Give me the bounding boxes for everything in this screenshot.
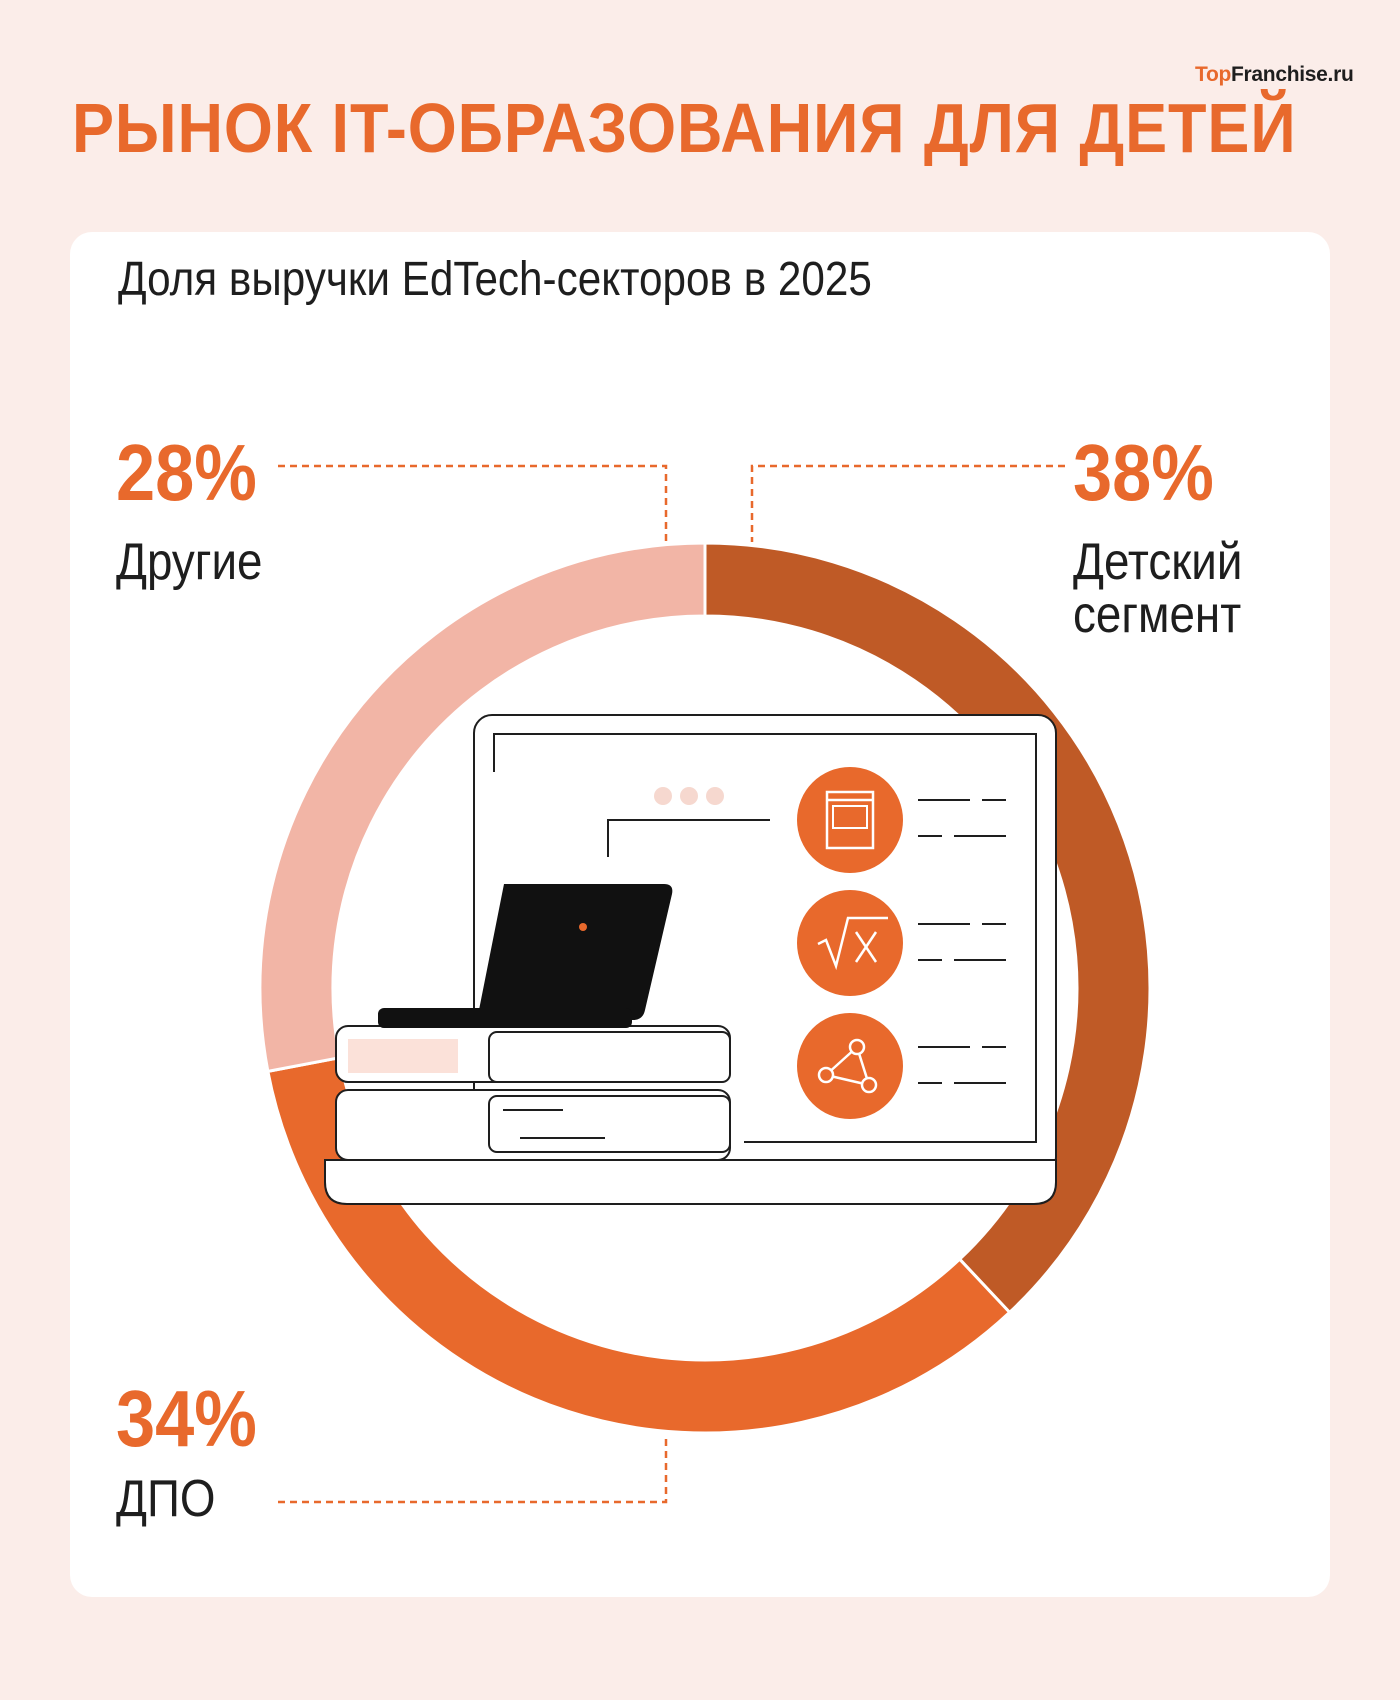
slice-dpo <box>266 1055 1012 1435</box>
slice-value-kids: 38% <box>1073 428 1214 517</box>
chart-title: Доля выручки EdTech-секторов в 2025 <box>118 253 872 306</box>
slice-label-other: Другие <box>116 533 263 591</box>
leader-kids <box>750 464 1065 542</box>
brand-logo: TopFranchise.ru <box>1195 63 1354 87</box>
text-lines-3 <box>918 1046 1006 1084</box>
slice-value-dpo: 34% <box>116 1374 257 1463</box>
brand-logo-part2: Franchise.ru <box>1231 63 1354 86</box>
slice-label-kids: Детский сегмент <box>1073 533 1243 645</box>
leader-dpo <box>278 1435 668 1504</box>
laptop-icon <box>378 884 673 1028</box>
books-stack <box>335 1025 731 1161</box>
leader-other <box>278 464 668 542</box>
text-lines-2 <box>918 923 1006 961</box>
monitor-base <box>324 1159 1057 1205</box>
text-lines-1 <box>918 799 1006 837</box>
graph-nodes-icon <box>797 1013 903 1119</box>
page-title: РЫНОК IT-ОБРАЗОВАНИЯ ДЛЯ ДЕТЕЙ <box>72 89 1297 167</box>
book-icon <box>797 767 903 873</box>
slice-label-dpo: ДПО <box>116 1470 216 1528</box>
brand-logo-part1: Top <box>1195 63 1232 86</box>
slice-other <box>258 541 707 1074</box>
slice-value-other: 28% <box>116 428 257 517</box>
square-root-icon <box>797 890 903 996</box>
